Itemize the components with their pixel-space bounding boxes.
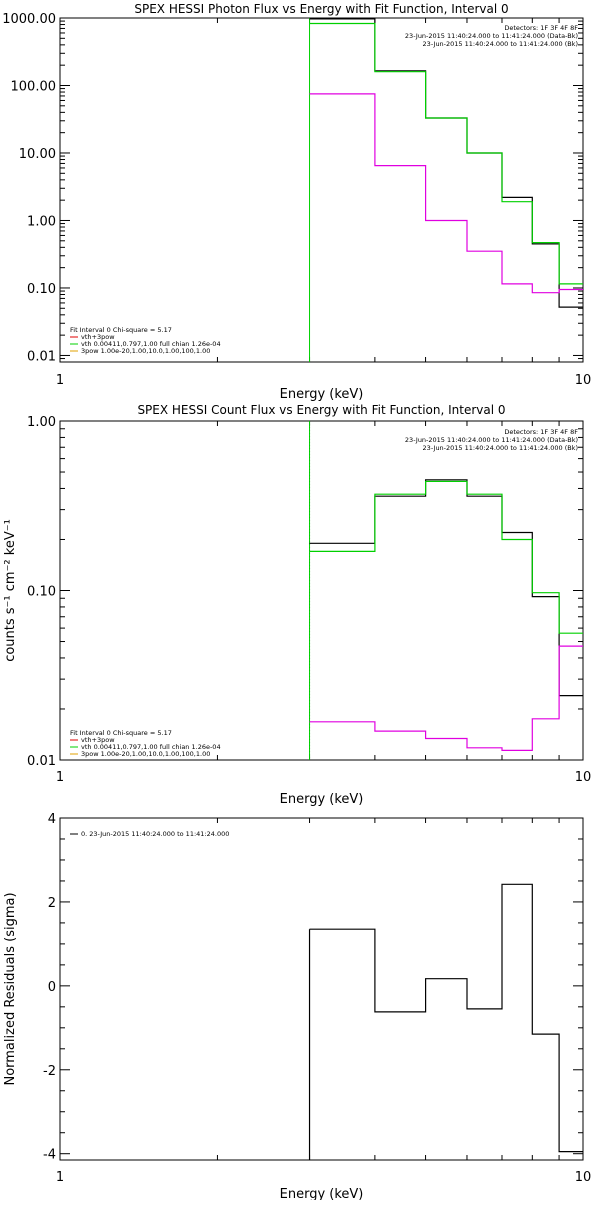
y-tick-label: 0: [48, 980, 56, 995]
chart-title: SPEX HESSI Count Flux vs Energy with Fit…: [137, 403, 505, 417]
plot-frame: [59, 17, 584, 363]
info-text: 23-Jun-2015 11:40:24.000 to 11:41:24.000…: [423, 40, 578, 48]
y-tick-label: 0.10: [27, 585, 56, 600]
series-green-line: [309, 22, 583, 285]
x-axis-label: Energy (keV): [280, 387, 364, 402]
x-axis-label: Energy (keV): [280, 792, 364, 807]
series-magenta-line: [309, 93, 583, 294]
y-tick-label: 1000.00: [2, 12, 56, 27]
info-text: Detectors: 1F 3F 4F 8F: [504, 428, 578, 436]
info-text: 23-Jun-2015 11:40:24.000 to 11:41:24.000…: [405, 436, 578, 444]
residuals-panel: Energy (keV) Normalized Residuals (sigma)…: [3, 812, 592, 1202]
x-tick-label: 10: [575, 1170, 592, 1185]
series-black-line: [309, 883, 583, 1153]
y-tick-label: 0.01: [27, 349, 56, 364]
y-tick-label: 1.00: [27, 214, 56, 229]
count-flux-panel: SPEX HESSI Count Flux vs Energy with Fit…: [3, 403, 591, 807]
legend-entry: 3pow 1.00e-20,1.00,10.0,1.00,100,1.00: [81, 347, 210, 355]
y-tick-label: 0.10: [27, 282, 56, 297]
y-tick-label: -4: [43, 1148, 56, 1163]
info-text: 23-Jun-2015 11:40:24.000 to 11:41:24.000…: [405, 32, 578, 40]
info-text: 23-Jun-2015 11:40:24.000 to 11:41:24.000…: [423, 444, 578, 452]
series-green-line: [309, 480, 583, 634]
series-magenta-line: [309, 645, 583, 751]
legend-entry: 0. 23-Jun-2015 11:40:24.000 to 11:41:24.…: [81, 830, 229, 838]
y-tick-label: -2: [43, 1064, 56, 1079]
plot-frame: [59, 420, 584, 761]
legend-title: Fit Interval 0 Chi-square = 5.17: [70, 729, 172, 737]
y-tick-label: 0.01: [27, 754, 56, 769]
legend-entry: vth+3pow: [81, 736, 115, 744]
y-tick-label: 4: [48, 812, 56, 827]
y-axis-label: Normalized Residuals (sigma): [3, 892, 18, 1085]
legend-entry: vth 0.00411,0.797,1.00 full chian 1.26e-…: [81, 340, 221, 348]
x-tick-label: 1: [56, 1170, 64, 1185]
y-tick-label: 10.00: [19, 147, 56, 162]
x-tick-label: 10: [575, 770, 592, 785]
y-axis-label: counts s⁻¹ cm⁻² keV⁻¹: [3, 519, 18, 662]
photon-flux-panel: SPEX HESSI Photon Flux vs Energy with Fi…: [2, 2, 591, 402]
series-black-line: [309, 479, 583, 697]
chart-title: SPEX HESSI Photon Flux vs Energy with Fi…: [134, 2, 508, 16]
y-tick-label: 2: [48, 896, 56, 911]
info-text: Detectors: 1F 3F 4F 8F: [504, 24, 578, 32]
legend-entry: vth 0.00411,0.797,1.00 full chian 1.26e-…: [81, 743, 221, 751]
x-tick-label: 1: [56, 373, 64, 388]
legend-entry: vth+3pow: [81, 333, 115, 341]
x-tick-label: 10: [575, 373, 592, 388]
legend-title: Fit Interval 0 Chi-square = 5.17: [70, 326, 172, 334]
plot-frame: [59, 817, 584, 1161]
y-tick-label: 1.00: [27, 415, 56, 430]
legend-entry: 3pow 1.00e-20,1.00,10.0,1.00,100,1.00: [81, 750, 210, 758]
x-tick-label: 1: [56, 770, 64, 785]
x-axis-label: Energy (keV): [280, 1187, 364, 1200]
series-black-line: [309, 18, 583, 308]
y-tick-label: 100.00: [11, 79, 57, 94]
